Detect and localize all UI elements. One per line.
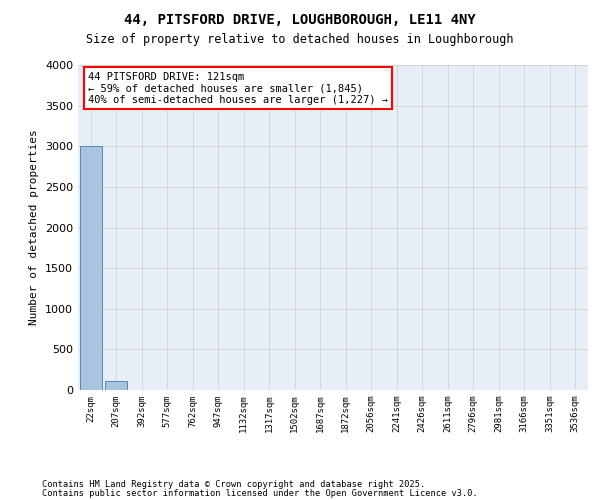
Bar (80, 146, 101, 390)
Bar (106, 381, 127, 390)
Y-axis label: Number of detached properties: Number of detached properties (29, 130, 40, 326)
Text: Size of property relative to detached houses in Loughborough: Size of property relative to detached ho… (86, 32, 514, 46)
Text: Contains HM Land Registry data © Crown copyright and database right 2025.: Contains HM Land Registry data © Crown c… (42, 480, 425, 489)
Text: 44, PITSFORD DRIVE, LOUGHBOROUGH, LE11 4NY: 44, PITSFORD DRIVE, LOUGHBOROUGH, LE11 4… (124, 12, 476, 26)
Text: 44 PITSFORD DRIVE: 121sqm
← 59% of detached houses are smaller (1,845)
40% of se: 44 PITSFORD DRIVE: 121sqm ← 59% of detac… (88, 72, 388, 104)
Text: Contains public sector information licensed under the Open Government Licence v3: Contains public sector information licen… (42, 488, 478, 498)
